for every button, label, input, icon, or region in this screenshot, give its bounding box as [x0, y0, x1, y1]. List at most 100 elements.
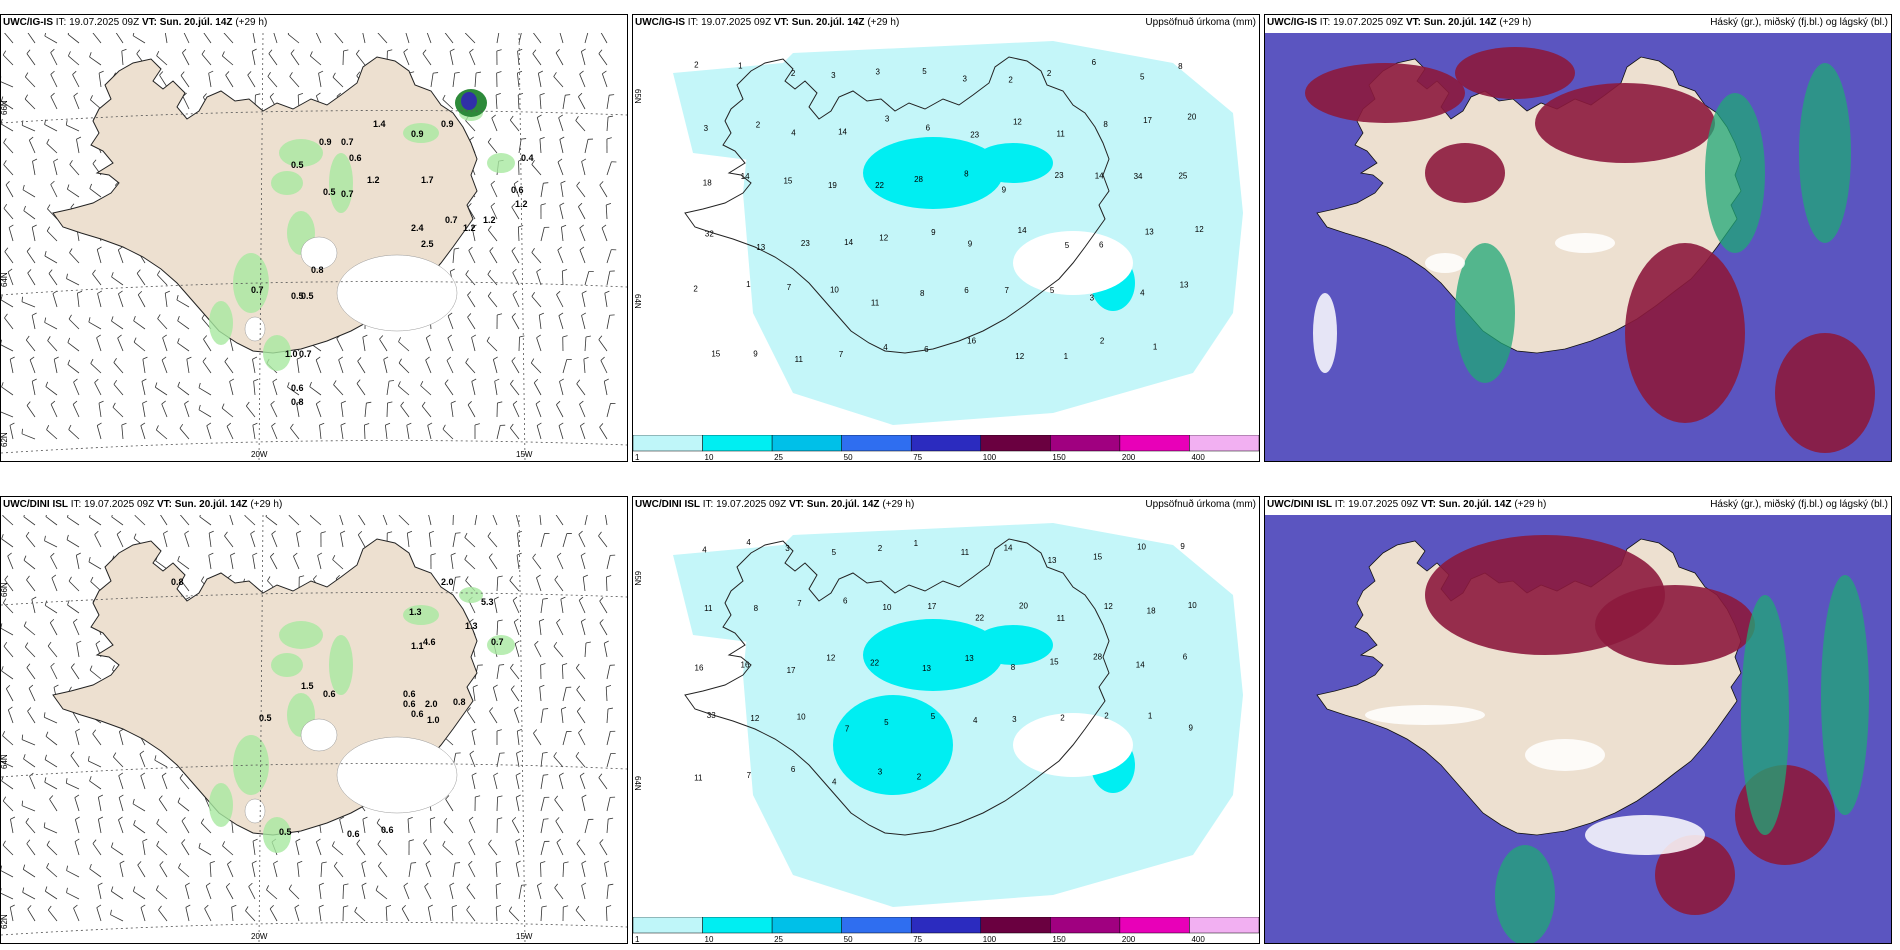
- wind-barb-flag: [450, 400, 456, 404]
- wind-barb: [68, 580, 80, 592]
- wind-barb: [606, 315, 611, 330]
- wind-barb-flag: [133, 533, 137, 539]
- wind-barb: [68, 55, 80, 66]
- wind-barb: [467, 404, 476, 418]
- colorbar-tick: 1: [635, 453, 640, 461]
- wind-map[interactable]: 0.9 0.7 0.6 1.4 0.9 0.9 1.2 0.5 0.5 0.7 1.7 0.7 0.6 1…: [1, 33, 627, 461]
- lon-line: [518, 33, 526, 461]
- wind-barb-flag: [25, 531, 30, 537]
- wind-barb: [576, 711, 586, 724]
- wind-barb: [555, 515, 564, 526]
- wind-barb-flag: [88, 515, 91, 518]
- wind-barb-flag: [530, 358, 535, 364]
- lat-label-65: 65N: [633, 89, 642, 104]
- wind-barb: [74, 841, 80, 856]
- wind-barb-flag: [447, 312, 453, 317]
- wind-barb: [156, 889, 168, 900]
- wind-barb-flag: [376, 818, 380, 824]
- precip-patches: [209, 587, 515, 853]
- wind-barb: [94, 382, 102, 396]
- wind-barb-flag: [497, 795, 503, 798]
- wind-barb-flag: [511, 313, 516, 318]
- wind-barb-flag: [430, 817, 436, 820]
- wind-barb: [25, 76, 36, 88]
- wind-barb-flag: [118, 794, 124, 798]
- wind-barb-flag: [87, 755, 90, 762]
- wind-barb: [512, 272, 520, 286]
- wind-barb-flag: [554, 795, 558, 801]
- wind-barb-flag: [66, 273, 68, 279]
- wind-barb-flag: [469, 618, 474, 623]
- precip-value: 0.8: [311, 265, 324, 275]
- wind-barb: [98, 73, 102, 88]
- wind-barb-flag: [156, 840, 160, 846]
- wind-barb: [421, 405, 432, 418]
- wind-barb: [157, 274, 168, 286]
- wind-barb-flag: [535, 400, 541, 405]
- wind-barb-flag: [467, 291, 472, 296]
- precip-value: 25: [1178, 172, 1187, 181]
- precip-value: 5: [922, 67, 927, 76]
- wind-barb-flag: [270, 552, 275, 557]
- precip-value: 33: [707, 711, 716, 720]
- wind-barb-flag: [89, 863, 92, 869]
- wind-barb-flag: [43, 712, 46, 718]
- wind-barb-flag: [315, 356, 321, 361]
- wind-barb: [449, 885, 454, 900]
- precip-value: 17: [927, 602, 936, 611]
- wind-barb-flag: [356, 379, 361, 384]
- precip-value: 2: [694, 60, 699, 69]
- wind-barb: [557, 161, 564, 176]
- wind-barb-flag: [158, 795, 163, 800]
- wind-barb-flag: [320, 531, 326, 534]
- wind-barb: [358, 515, 366, 526]
- precip-value: 14: [838, 127, 847, 136]
- wind-barb-flag: [309, 51, 313, 57]
- wind-barb-flag: [142, 400, 148, 404]
- precip-value: 11: [795, 355, 804, 364]
- precip-map[interactable]: 4 4 3 5 2 1 11 14 13 15 10 9 11 8 7 6 10 17 22 20 11 12 18 10 16…: [633, 515, 1259, 943]
- wind-barb: [516, 533, 520, 548]
- precip-value: 1.0: [427, 715, 440, 725]
- wind-barb: [315, 33, 322, 44]
- wind-barb-flag: [97, 290, 103, 294]
- precip-value: 3: [704, 124, 709, 133]
- wind-barb-flag: [2, 840, 6, 846]
- wind-barb: [559, 381, 564, 396]
- wind-barb-flag: [94, 378, 99, 383]
- wind-barb: [270, 404, 278, 418]
- wind-barb: [229, 381, 234, 396]
- wind-map[interactable]: 0.8 2.0 1.3 5.3 1.3 4.6 1.1 0.7 1.5 0.6 0.6 0.6 2.0 0…: [1, 515, 627, 943]
- wind-barb: [495, 95, 498, 110]
- wind-barb-flag: [343, 905, 349, 908]
- lat-label-65: 65N: [633, 571, 642, 586]
- wind-barb: [513, 621, 520, 636]
- wind-barb-flag: [496, 729, 502, 732]
- precip-map[interactable]: 2 1 2 3 3 5 3 2 2 6 5 8 3 2 4 14 3 6 23 12 11 8 17 20 18 14 15 19 22…: [633, 33, 1259, 461]
- wind-barb: [44, 124, 58, 132]
- wind-barb-flag: [427, 422, 433, 426]
- wind-barb: [45, 890, 58, 900]
- wind-barb: [398, 362, 410, 374]
- precip-value: 10: [883, 603, 892, 612]
- precip-value: 0.5: [259, 713, 272, 723]
- wind-barb-flag: [204, 904, 209, 909]
- wind-barb-flag: [267, 72, 271, 77]
- wind-barb-flag: [497, 619, 503, 622]
- wind-barb-flag: [599, 839, 604, 844]
- wind-barb-flag: [540, 663, 546, 666]
- wind-barb: [68, 318, 80, 330]
- wind-barb: [429, 818, 432, 834]
- wind-barb: [177, 802, 190, 812]
- wind-barb: [118, 775, 124, 790]
- wind-barb: [598, 53, 608, 66]
- precip-value: 5: [1050, 286, 1055, 295]
- wind-barb: [474, 73, 477, 88]
- wind-barb: [562, 533, 568, 548]
- cloud-map[interactable]: [1265, 515, 1891, 943]
- wind-barb: [558, 775, 564, 790]
- wind-barb-flag: [604, 860, 610, 864]
- cloud-map[interactable]: [1265, 33, 1891, 461]
- wind-barb: [540, 183, 544, 198]
